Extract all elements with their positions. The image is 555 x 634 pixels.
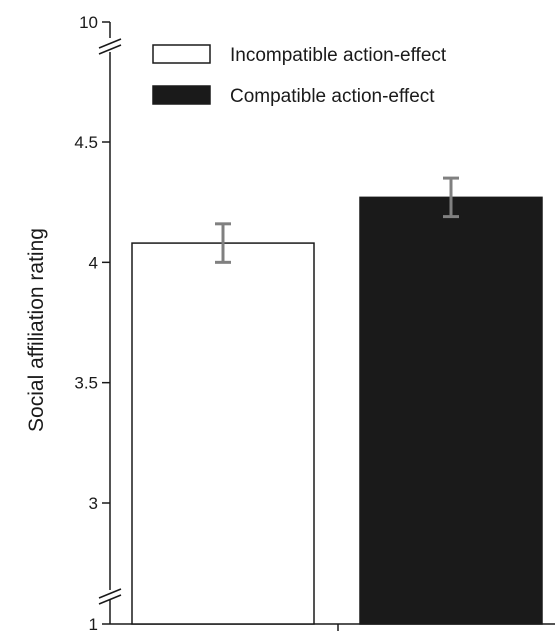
axis-break-mark bbox=[98, 44, 122, 55]
legend-label: Compatible action-effect bbox=[230, 86, 435, 107]
legend-label: Incompatible action-effect bbox=[230, 45, 447, 66]
y-tick-label: 10 bbox=[79, 13, 98, 32]
y-axis-label: Social affiliation rating bbox=[25, 228, 48, 432]
bar bbox=[359, 196, 543, 625]
bars bbox=[131, 196, 543, 625]
y-tick-label: 3 bbox=[89, 494, 98, 513]
y-tick-label: 3.5 bbox=[74, 374, 98, 393]
axis-break-mark bbox=[98, 38, 122, 49]
legend: Incompatible action-effect Compatible act… bbox=[152, 44, 447, 107]
y-tick-label: 4 bbox=[89, 253, 98, 272]
axis-break-mark bbox=[98, 588, 122, 599]
y-tick-label: 1 bbox=[89, 615, 98, 634]
error-bars bbox=[215, 176, 459, 264]
y-tick-label: 4.5 bbox=[74, 133, 98, 152]
axis-break-mark bbox=[98, 594, 122, 605]
bar bbox=[131, 242, 315, 625]
legend-swatch bbox=[152, 85, 211, 105]
y-axis: 1 3 3.5 4 4.5 10 bbox=[74, 13, 555, 634]
legend-swatch bbox=[152, 44, 211, 64]
